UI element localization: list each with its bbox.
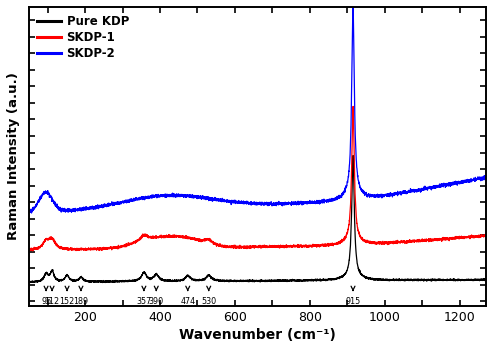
Pure KDP [218,279,224,283]
Pure KDP [350,154,356,158]
Pure KDP [447,278,453,282]
SKDP-2 [483,176,489,180]
Text: 357: 357 [136,297,151,306]
Line: SKDP-2: SKDP-2 [29,7,486,213]
Line: Pure KDP: Pure KDP [29,156,486,283]
SKDP-2 [243,200,249,205]
SKDP-1 [447,237,453,241]
SKDP-2 [26,210,32,214]
Text: 112: 112 [44,297,60,306]
Text: 474: 474 [180,297,195,306]
SKDP-2 [350,5,356,9]
SKDP-2 [469,178,475,182]
SKDP-1 [218,244,224,248]
SKDP-2 [447,183,453,187]
Text: 96: 96 [41,297,51,306]
Text: 390: 390 [149,297,164,306]
Pure KDP [243,279,249,283]
SKDP-2 [29,211,35,215]
SKDP-1 [350,104,356,109]
Text: 915: 915 [346,297,361,306]
Pure KDP [469,278,475,282]
Pure KDP [222,279,228,283]
SKDP-2 [218,199,224,203]
SKDP-1 [469,235,475,239]
Pure KDP [358,273,364,277]
Text: 189: 189 [73,297,88,306]
SKDP-1 [222,244,228,248]
SKDP-1 [26,248,32,252]
SKDP-1 [27,249,33,253]
Text: 152: 152 [60,297,74,306]
SKDP-2 [222,199,228,203]
SKDP-1 [483,232,489,237]
Text: 530: 530 [201,297,216,306]
Pure KDP [26,280,32,284]
Y-axis label: Raman Intensity (a.u.): Raman Intensity (a.u.) [7,73,20,240]
SKDP-2 [358,187,364,191]
X-axis label: Wavenumber (cm⁻¹): Wavenumber (cm⁻¹) [179,328,336,342]
Line: SKDP-1: SKDP-1 [29,106,486,251]
SKDP-1 [243,246,249,251]
Pure KDP [100,281,106,285]
Pure KDP [483,277,489,282]
Legend: Pure KDP, SKDP-1, SKDP-2: Pure KDP, SKDP-1, SKDP-2 [35,13,131,62]
SKDP-1 [358,236,364,240]
